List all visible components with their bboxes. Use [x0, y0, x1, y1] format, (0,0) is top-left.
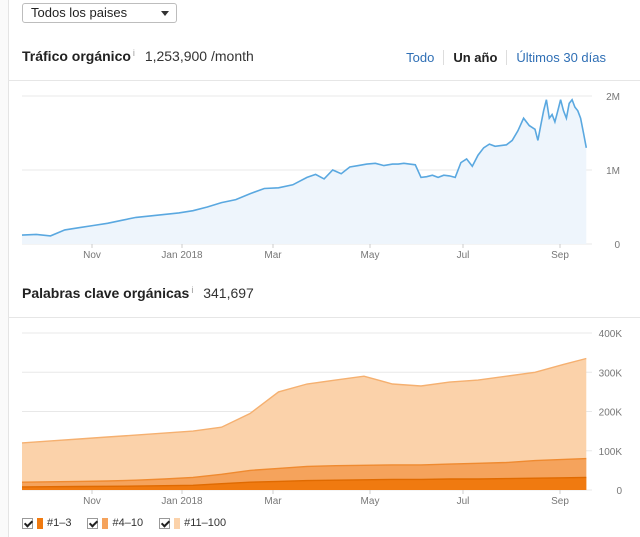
left-panel-edge	[0, 0, 9, 537]
tab-un-ano[interactable]: Un año	[453, 50, 498, 65]
keywords-title: Palabras clave orgánicas	[22, 285, 190, 301]
tab-divider	[506, 50, 508, 65]
x-tick-label: Sep	[551, 250, 569, 260]
y-tick-label: 2M	[606, 92, 620, 103]
keyword-line-#11–100	[21, 357, 587, 444]
x-tick-label: Jan 2018	[161, 496, 203, 507]
y-tick-label: 0	[616, 486, 622, 497]
y-tick-label: 0	[614, 240, 620, 251]
x-tick-label: Jul	[457, 496, 470, 507]
checkbox[interactable]	[159, 517, 171, 529]
x-tick-label: May	[361, 250, 380, 260]
chevron-down-icon	[161, 11, 169, 16]
x-tick-label: Sep	[551, 496, 569, 507]
chart-legend: #1–3 #4–10 #11–100	[22, 517, 226, 529]
x-tick-label: Jul	[457, 250, 470, 260]
chart-top-divider	[8, 317, 640, 318]
x-tick-label: May	[361, 496, 380, 507]
legend-swatch	[37, 517, 43, 529]
keyword-line-#1–3	[21, 476, 587, 488]
tab-todo[interactable]: Todo	[406, 50, 435, 65]
traffic-line	[21, 98, 588, 237]
traffic-area	[22, 99, 587, 244]
legend-label: #4–10	[112, 517, 144, 529]
checkbox[interactable]	[87, 517, 99, 529]
traffic-value: 1,253,900 /month	[144, 48, 254, 64]
y-tick-label: 100K	[599, 447, 623, 458]
legend-item[interactable]: #11–100	[159, 517, 226, 529]
checkbox[interactable]	[22, 517, 33, 529]
keywords-chart: 400K 300K 200K 100K 0 Nov Jan 2018 Mar May Jul Sep	[21, 329, 623, 507]
legend-swatch	[174, 517, 181, 529]
x-tick-label: Nov	[83, 250, 101, 260]
keyword-area-#11–100	[22, 358, 587, 490]
legend-item[interactable]: #4–10	[87, 517, 143, 529]
tab-ultimos-30-dias[interactable]: Últimos 30 días	[516, 50, 606, 65]
legend-label: #11–100	[184, 517, 227, 529]
country-select[interactable]: Todos los paises	[22, 3, 177, 23]
keywords-value: 341,697	[203, 285, 254, 301]
y-tick-label: 400K	[599, 329, 623, 340]
traffic-chart: 2M 1M 0 Nov Jan 2018 Mar May Jul Sep	[21, 92, 620, 260]
legend-swatch	[102, 517, 109, 529]
x-tick-label: Nov	[83, 496, 101, 507]
x-tick-label: Mar	[264, 250, 282, 260]
traffic-header: Tráfico orgánico i 1,253,900 /month	[22, 48, 254, 64]
y-tick-label: 300K	[599, 368, 623, 379]
legend-label: #1–3	[47, 517, 72, 529]
keywords-header: Palabras clave orgánicas i 341,697	[22, 285, 254, 301]
date-range-tabs: Todo Un año Últimos 30 días	[406, 50, 606, 65]
x-tick-label: Mar	[264, 496, 282, 507]
legend-item[interactable]: #1–3	[22, 517, 71, 529]
chart-top-divider	[8, 80, 640, 81]
keyword-area-#1–3	[22, 477, 587, 490]
keyword-line-#4–10	[21, 457, 587, 483]
country-select-value: Todos los paises	[31, 5, 128, 20]
tab-divider	[443, 50, 445, 65]
y-tick-label: 200K	[599, 408, 623, 419]
info-icon[interactable]: i	[191, 285, 194, 295]
info-icon[interactable]: i	[132, 48, 135, 58]
x-tick-label: Jan 2018	[161, 250, 203, 260]
traffic-title: Tráfico orgánico	[22, 48, 131, 64]
y-tick-label: 1M	[606, 166, 620, 177]
